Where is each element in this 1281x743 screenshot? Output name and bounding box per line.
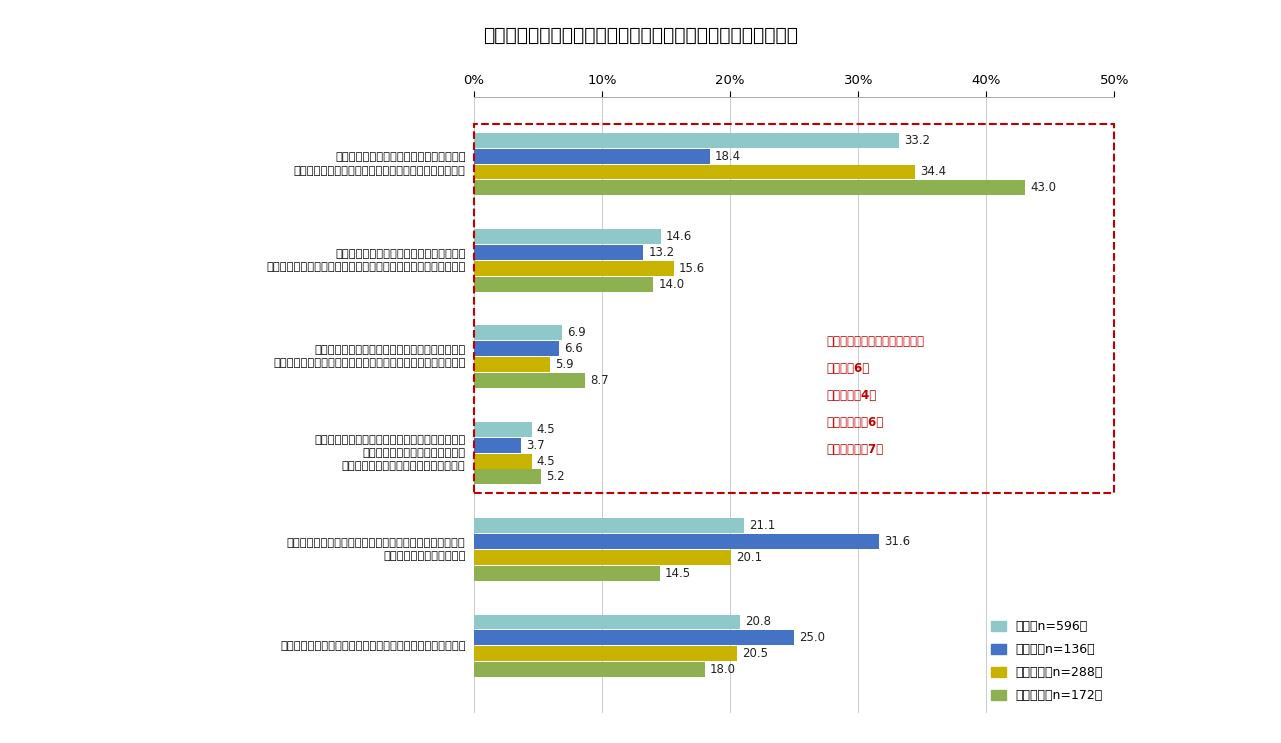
- Text: 4.5: 4.5: [537, 423, 556, 435]
- Bar: [474, 357, 550, 372]
- Bar: [474, 164, 915, 180]
- Bar: [474, 453, 532, 469]
- Text: 中小企業：約7割: 中小企業：約7割: [826, 443, 884, 455]
- Text: 18.4: 18.4: [715, 149, 740, 163]
- Bar: [474, 245, 643, 260]
- Bar: [474, 438, 521, 452]
- Text: 20.1: 20.1: [737, 551, 762, 564]
- Text: 25.0: 25.0: [799, 632, 825, 644]
- Bar: [474, 518, 744, 533]
- Text: 18.0: 18.0: [710, 663, 735, 676]
- Text: 14.5: 14.5: [665, 567, 690, 580]
- Bar: [474, 662, 705, 677]
- Text: 31.6: 31.6: [884, 535, 910, 548]
- Text: 『図２－３』社員が集まって仕事をすることについての方向性: 『図２－３』社員が集まって仕事をすることについての方向性: [483, 26, 798, 45]
- Legend: 全体（n=596）, 大企業（n=136）, 中堅企業（n=288）, 中小企業（n=172）: 全体（n=596）, 大企業（n=136）, 中堅企業（n=288）, 中小企業…: [986, 615, 1108, 707]
- Text: 33.2: 33.2: [904, 134, 930, 146]
- Bar: [474, 149, 710, 163]
- Bar: [474, 422, 532, 437]
- Bar: [474, 630, 794, 646]
- Text: 中堅企業：約6割: 中堅企業：約6割: [826, 416, 884, 429]
- Text: 3.7: 3.7: [526, 438, 546, 452]
- Text: 全体：約6割: 全体：約6割: [826, 362, 870, 374]
- Text: 4.5: 4.5: [537, 455, 556, 467]
- Bar: [474, 646, 737, 661]
- Text: 8.7: 8.7: [591, 374, 610, 387]
- Text: 20.5: 20.5: [742, 647, 767, 661]
- Bar: [474, 470, 541, 484]
- Bar: [474, 325, 562, 340]
- Text: 13.2: 13.2: [648, 246, 674, 259]
- Bar: [474, 133, 899, 148]
- Text: 大企業：約4割: 大企業：約4割: [826, 389, 876, 402]
- Bar: [474, 261, 674, 276]
- Text: 14.6: 14.6: [666, 230, 692, 243]
- Bar: [474, 229, 661, 244]
- Text: 6.9: 6.9: [567, 326, 587, 340]
- Bar: [474, 566, 660, 581]
- Text: 14.0: 14.0: [658, 278, 684, 291]
- Text: 34.4: 34.4: [920, 166, 945, 178]
- Bar: [474, 341, 559, 357]
- Text: 6.6: 6.6: [564, 343, 583, 355]
- Text: 5.9: 5.9: [555, 358, 574, 372]
- Bar: [474, 550, 731, 565]
- Text: 20.8: 20.8: [746, 615, 771, 629]
- Text: 21.1: 21.1: [749, 519, 775, 532]
- Bar: [474, 181, 1025, 195]
- Text: 5.2: 5.2: [546, 470, 565, 484]
- Bar: [474, 614, 740, 629]
- Bar: [474, 373, 585, 388]
- Bar: [474, 124, 1114, 493]
- Bar: [474, 534, 879, 549]
- Bar: [474, 277, 653, 292]
- Text: 《オフィス勤務回帰志向あり》: 《オフィス勤務回帰志向あり》: [826, 335, 925, 348]
- Text: 15.6: 15.6: [679, 262, 705, 275]
- Text: 43.0: 43.0: [1030, 181, 1056, 195]
